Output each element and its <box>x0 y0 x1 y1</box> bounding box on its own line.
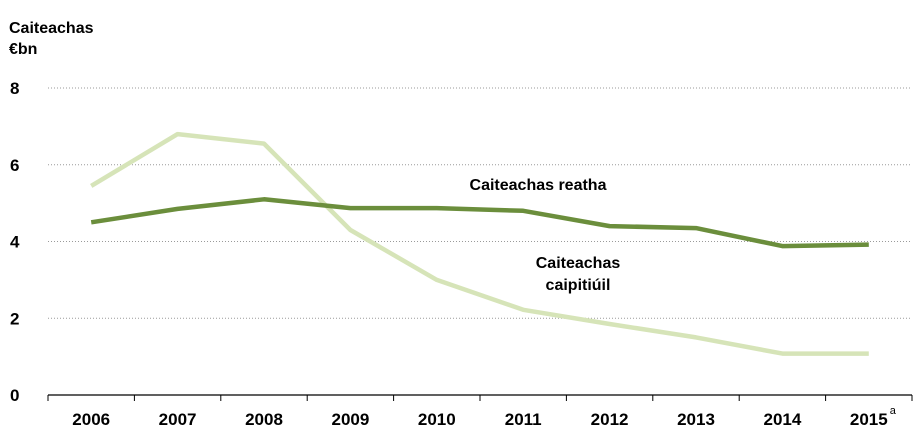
series-label-capital-line-2: caipitiúil <box>546 277 611 294</box>
y-tick-label: 4 <box>10 233 20 252</box>
x-tick-label: 2014 <box>763 410 801 429</box>
series-label-current: Caiteachas reatha <box>470 177 607 194</box>
y-tick-label: 6 <box>10 156 19 175</box>
x-tick-label: 2007 <box>159 410 197 429</box>
y-tick-label: 8 <box>10 79 19 98</box>
x-tick-label: 2006 <box>72 410 110 429</box>
series-line-capital <box>90 131 869 356</box>
series-label-capital-line-1: Caiteachas <box>536 255 621 272</box>
y-tick-label: 0 <box>10 386 19 405</box>
x-tick-label: 2010 <box>418 410 456 429</box>
x-axis: 2006 2007 2008 2009 2010 2011 2012 2013 2014 2015… <box>47 394 913 429</box>
x-tick-label: 2012 <box>591 410 629 429</box>
series-line-current <box>90 197 869 249</box>
chart-title: Caiteachas <box>9 20 94 37</box>
y-axis-unit-label: €bn <box>9 41 37 58</box>
x-tick-label: 2008 <box>245 410 283 429</box>
x-tick-label: 2015 <box>850 410 888 429</box>
x-tick-label: 2013 <box>677 410 715 429</box>
x-tick-label: 2011 <box>505 410 542 429</box>
series-lines <box>90 131 869 356</box>
y-tick-label: 2 <box>10 309 19 328</box>
x-tick-footnote-mark: a <box>890 405 897 417</box>
y-tick-labels: 0 2 4 6 8 <box>10 79 20 405</box>
gridlines <box>48 87 912 319</box>
x-tick-label: 2009 <box>331 410 369 429</box>
